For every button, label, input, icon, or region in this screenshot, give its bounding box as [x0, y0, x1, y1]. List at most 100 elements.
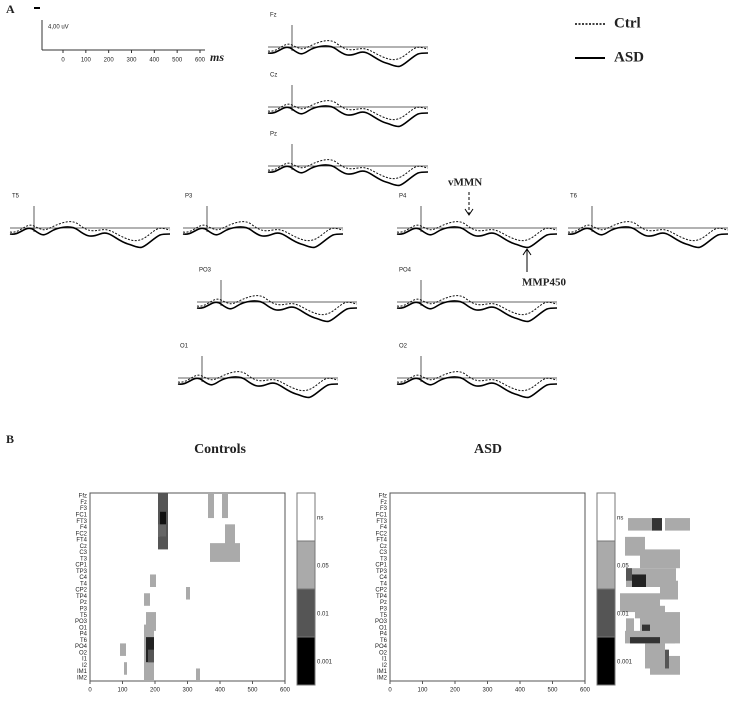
- scale-tick-label: 400: [149, 58, 160, 64]
- channel-label: CP2: [75, 588, 87, 594]
- colorbar-label: 0.01: [317, 612, 329, 618]
- colorbar-segment: [596, 636, 616, 686]
- x-tick-label: 500: [547, 688, 558, 694]
- channel-label: PO3: [375, 619, 388, 625]
- channel-label: IM2: [77, 675, 88, 681]
- scale-tick-label: 100: [81, 58, 92, 64]
- unit-label: ms: [210, 50, 224, 64]
- significance-cell: [222, 493, 228, 519]
- channel-label: I1: [82, 657, 88, 663]
- channel-label: T5: [80, 613, 88, 619]
- channel-label: FT3: [76, 519, 87, 525]
- significance-cell: [196, 668, 200, 681]
- channel-label: C3: [79, 550, 87, 556]
- channel-label: P3: [80, 607, 88, 613]
- waveform: [267, 24, 429, 68]
- scale-tick-label: 0: [61, 58, 65, 64]
- colorbar-segment: [296, 636, 316, 686]
- channel-label: T4: [380, 581, 388, 587]
- channel-label: T4: [80, 581, 88, 587]
- significance-cell: [630, 637, 660, 644]
- arrow: [464, 208, 474, 216]
- colorbar-label: 0.05: [317, 564, 329, 570]
- significance-cell: [665, 518, 690, 531]
- channel-label: F3: [80, 506, 88, 512]
- amplitude-label: 4,00 uV: [48, 25, 69, 31]
- channel-label: FT3: [376, 519, 387, 525]
- channel-label: O1: [79, 625, 88, 631]
- colorbar-segment: [596, 588, 616, 638]
- legend-label: Ctrl: [614, 15, 641, 31]
- channel-label: T6: [80, 638, 88, 644]
- channel-label: I2: [382, 663, 388, 669]
- channel-label: FT4: [76, 538, 87, 544]
- channel-label: Pz: [80, 600, 87, 606]
- electrode-label: Pz: [270, 132, 277, 138]
- channel-label: O1: [379, 625, 388, 631]
- channel-label: FC1: [76, 513, 88, 519]
- channel-label: PO4: [75, 644, 88, 650]
- electrode-label: T6: [570, 194, 578, 200]
- channel-label: F3: [380, 506, 388, 512]
- channel-label: Fz: [380, 500, 387, 506]
- legend-label: ASD: [614, 49, 644, 65]
- panel-label: B: [6, 432, 14, 446]
- significance-cell: [148, 649, 154, 663]
- channel-label: C3: [379, 550, 387, 556]
- arrow: [522, 248, 532, 256]
- channel-label: PO4: [375, 644, 388, 650]
- channel-label: F4: [380, 525, 388, 531]
- x-tick-label: 400: [215, 688, 226, 694]
- colorbar-label: 0.01: [617, 612, 629, 618]
- x-tick-label: 500: [247, 688, 258, 694]
- channel-label: TP3: [76, 569, 88, 575]
- electrode-label: Cz: [270, 73, 277, 79]
- colorbar-segment: [596, 492, 616, 542]
- x-tick-label: 0: [388, 688, 392, 694]
- x-tick-label: 0: [88, 688, 92, 694]
- significance-cell: [660, 580, 678, 600]
- significance-cell: [208, 493, 214, 519]
- channel-label: FC1: [376, 513, 388, 519]
- channel-label: T5: [380, 613, 388, 619]
- electrode-label: T5: [12, 194, 20, 200]
- colorbar-segment: [596, 540, 616, 590]
- channel-label: TP4: [376, 594, 388, 600]
- scale-tick-label: 300: [126, 58, 137, 64]
- channel-label: TP3: [376, 569, 388, 575]
- channel-label: TP4: [76, 594, 88, 600]
- scale-tick-label: 200: [104, 58, 115, 64]
- x-tick-label: 400: [515, 688, 526, 694]
- waveform: [567, 205, 729, 249]
- significance-cell: [225, 524, 235, 550]
- matrix-title: ASD: [474, 442, 502, 457]
- channel-label: C4: [379, 575, 387, 581]
- x-tick-label: 600: [580, 688, 591, 694]
- significance-cell: [652, 518, 662, 531]
- significance-cell: [628, 518, 653, 531]
- waveform: [267, 84, 429, 128]
- waveform: [177, 355, 339, 399]
- colorbar-label: 0.001: [317, 660, 333, 666]
- significance-cell: [640, 549, 680, 569]
- channel-label: Cz: [380, 544, 387, 550]
- electrode-label: O2: [399, 344, 408, 350]
- channel-label: O2: [379, 650, 388, 656]
- colorbar-segment: [296, 492, 316, 542]
- significance-cell: [144, 593, 150, 606]
- channel-label: FT4: [376, 538, 387, 544]
- colorbar-label: 0.001: [617, 660, 633, 666]
- significance-cell: [665, 649, 669, 669]
- significance-cell: [626, 618, 634, 638]
- channel-label: I1: [382, 657, 388, 663]
- channel-label: Ffz: [79, 494, 87, 500]
- x-tick-label: 300: [182, 688, 193, 694]
- electrode-label: O1: [180, 344, 189, 350]
- significance-cell: [146, 612, 156, 631]
- channel-label: Pz: [380, 600, 387, 606]
- channel-label: FC2: [376, 531, 388, 537]
- waveform: [9, 205, 171, 249]
- channel-label: IM2: [377, 675, 388, 681]
- x-tick-label: 200: [150, 688, 161, 694]
- colorbar-label: 0.05: [617, 564, 629, 570]
